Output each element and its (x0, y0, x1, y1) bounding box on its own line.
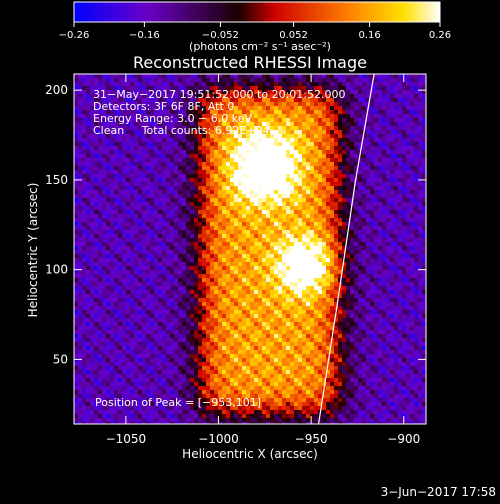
annotation-total-counts: Clean Total counts: 6.92E+04 (93, 124, 270, 137)
y-tick-label: 200 (45, 83, 68, 97)
colorbar-units-label: (photons cm⁻² s⁻¹ asec⁻²) (189, 40, 331, 53)
annotation-peak-position: Position of Peak = [−953,101] (95, 396, 261, 409)
x-tick-label: −950 (295, 432, 328, 446)
y-tick-label: 50 (53, 352, 68, 366)
x-tick-label: −1050 (106, 432, 147, 446)
colorbar-tick-label: 0.16 (358, 30, 380, 41)
colorbar-tick-label: −0.16 (129, 30, 160, 41)
y-tick-label: 150 (45, 173, 68, 187)
x-tick-label: −1000 (198, 432, 239, 446)
colorbar-tick-label: −0.26 (59, 30, 90, 41)
x-axis-label: Heliocentric X (arcsec) (182, 447, 318, 461)
footer-date: 3−Jun−2017 17:58 (381, 485, 496, 499)
y-tick-label: 100 (45, 263, 68, 277)
colorbar-tick-label: 0.26 (429, 30, 451, 41)
y-axis-label: Heliocentric Y (arcsec) (26, 183, 40, 318)
x-tick-label: −900 (387, 432, 420, 446)
chart-title: Reconstructed RHESSI Image (133, 53, 367, 72)
colorbar (74, 2, 440, 22)
